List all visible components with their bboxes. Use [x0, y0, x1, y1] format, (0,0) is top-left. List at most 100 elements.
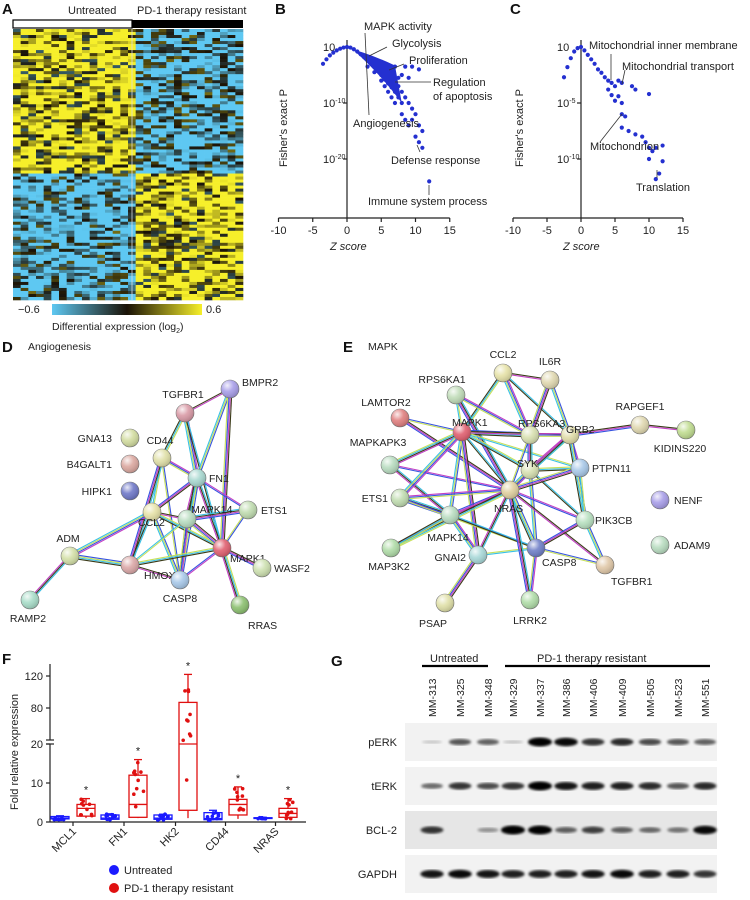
heatmap-cell [235, 77, 244, 81]
heatmap-cell [204, 68, 213, 72]
heatmap-cell [143, 215, 152, 219]
heatmap-cell [82, 227, 90, 232]
heatmap-cell [82, 296, 90, 301]
heatmap-cell [220, 161, 228, 165]
heatmap-cell [166, 272, 175, 277]
heatmap-cell [59, 65, 67, 69]
heatmap-cell [89, 227, 98, 232]
heatmap-cell [112, 131, 121, 135]
heatmap-cell [166, 110, 175, 114]
network-edge [29, 555, 71, 601]
heatmap-cell [235, 260, 244, 265]
network-edge [151, 511, 181, 581]
heatmap-cell [59, 86, 67, 90]
heatmap-cell [174, 212, 182, 216]
heatmap-cell [235, 71, 244, 75]
heatmap-cell [120, 281, 129, 286]
heatmap-cell [120, 194, 129, 198]
heatmap-cell [197, 179, 205, 183]
heatmap-cell [227, 272, 236, 277]
heatmap-cell [220, 215, 228, 219]
heatmap-cell [51, 65, 60, 69]
heatmap-cell [36, 254, 44, 259]
heatmap-cell [120, 77, 129, 81]
heatmap-cell [43, 185, 52, 189]
heatmap-cell [235, 50, 244, 54]
data-point [660, 143, 665, 148]
heatmap-cell [59, 230, 67, 235]
heatmap-cell [135, 89, 144, 93]
heatmap-cell [235, 185, 244, 189]
heatmap-cell [135, 287, 144, 292]
node-adm: ADM [56, 533, 80, 566]
heatmap-cell [97, 110, 106, 114]
heatmap-cell [59, 188, 67, 192]
data-point [232, 787, 237, 791]
heatmap-cell [59, 143, 67, 147]
heatmap-cell [43, 194, 52, 198]
heatmap-cell [197, 209, 205, 213]
heatmap-cell [181, 272, 190, 277]
group-label-untreated-g: Untreated [430, 653, 478, 665]
heatmap-cell [204, 287, 213, 292]
heatmap-cell [174, 164, 182, 168]
heatmap-cell [51, 131, 60, 135]
heatmap-cell [13, 227, 21, 232]
heatmap-cell [220, 89, 228, 93]
data-point [629, 84, 635, 89]
heatmap-cell [235, 167, 244, 171]
heatmap-cell [135, 185, 144, 189]
heatmap-cell [135, 119, 144, 123]
heatmap-cell [227, 71, 236, 75]
heatmap-cell [227, 152, 236, 156]
network-edge [536, 520, 586, 550]
data-point [157, 817, 161, 822]
heatmap-cell [151, 182, 159, 186]
heatmap-cell [74, 185, 83, 189]
heatmap-cell [97, 137, 106, 141]
heatmap-cell [51, 122, 60, 126]
node-rps6ka3: RPS6KA3 [518, 418, 565, 445]
node-label: CASP8 [163, 593, 198, 605]
heatmap-cell [166, 263, 175, 268]
heatmap-cell [97, 92, 106, 96]
heatmap-cell [89, 86, 98, 90]
heatmap-cell [112, 143, 121, 147]
network-edge [196, 388, 231, 479]
network-edge [179, 518, 188, 581]
heatmap-cell [74, 32, 83, 36]
heatmap-cell [43, 281, 52, 286]
heatmap-cell [220, 86, 228, 90]
heatmap-cell [158, 248, 167, 253]
band [693, 825, 717, 835]
heatmap-cell [59, 152, 67, 156]
heatmap-cell [143, 92, 152, 96]
heatmap-cell [82, 152, 90, 156]
heatmap-cell [227, 101, 236, 105]
heatmap-cell [197, 233, 205, 238]
heatmap-cell [174, 101, 182, 105]
heatmap-cell [158, 122, 167, 126]
heatmap-cell [204, 215, 213, 219]
heatmap-cell [158, 140, 167, 144]
network-edge [549, 379, 571, 436]
heatmap-cell [220, 98, 228, 102]
heatmap-cell [220, 173, 228, 177]
heatmap-cell [151, 65, 159, 69]
heatmap-cell [166, 119, 175, 123]
heatmap-cell [227, 143, 236, 147]
data-point [416, 67, 422, 72]
heatmap-cell [174, 68, 182, 72]
heatmap-cell [59, 50, 67, 54]
data-point [403, 95, 408, 100]
heatmap-cell [59, 128, 67, 132]
heatmap-cell [212, 260, 221, 265]
heatmap-cell [151, 275, 159, 280]
heatmap-cell [89, 275, 98, 280]
heatmap-cell [220, 164, 228, 168]
heatmap-cell [174, 77, 182, 81]
heatmap-cell [36, 269, 44, 274]
heatmap-cell [20, 272, 29, 277]
heatmap-cell [51, 194, 60, 198]
heatmap-cell [181, 221, 190, 226]
